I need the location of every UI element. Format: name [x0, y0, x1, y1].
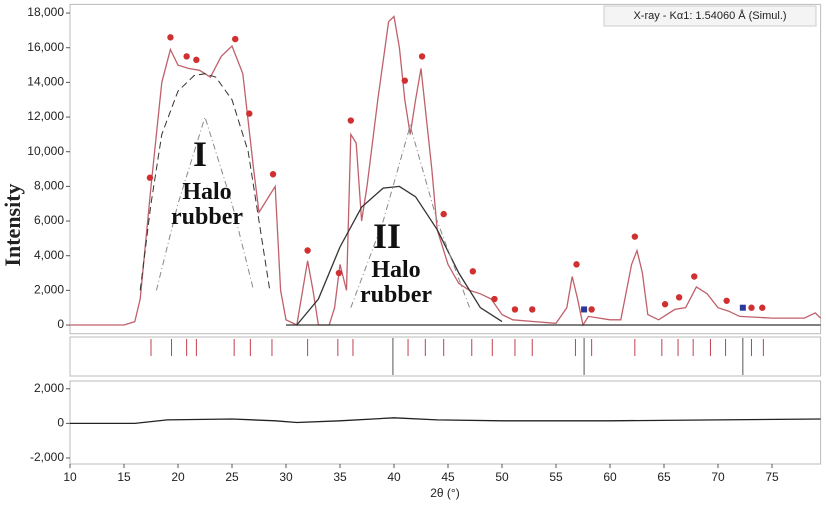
x-tick-label: 10 — [63, 470, 77, 484]
marker — [529, 306, 536, 313]
marker — [691, 273, 698, 280]
x-tick-label: 70 — [711, 470, 725, 484]
marker — [304, 247, 311, 254]
annotation: II — [373, 216, 402, 256]
marker — [759, 304, 766, 311]
y-tick-label: 4,000 — [34, 248, 64, 262]
marker — [581, 306, 588, 313]
marker — [167, 34, 174, 41]
data-line — [350, 123, 471, 308]
marker — [491, 295, 498, 303]
y-tick-label: 2,000 — [34, 381, 64, 395]
subtitle: X-ray - Kα1: 1.54060 Å (Simul.) — [633, 9, 786, 22]
panel-frame — [69, 380, 822, 465]
x-tick-label: 45 — [441, 470, 455, 484]
marker — [347, 117, 354, 124]
x-tick-label: 55 — [549, 470, 563, 484]
marker — [661, 301, 669, 308]
marker — [469, 268, 477, 275]
marker — [440, 210, 447, 218]
x-tick-label: 30 — [279, 470, 293, 484]
data-line — [155, 115, 255, 291]
marker — [183, 53, 190, 60]
x-tick-label: 50 — [495, 470, 509, 484]
marker — [146, 174, 154, 181]
marker — [401, 77, 408, 84]
subtitle-box — [603, 5, 817, 27]
marker — [193, 56, 200, 64]
panel-frame — [69, 3, 822, 335]
y-tick-label: 12,000 — [27, 109, 64, 123]
data-line — [70, 417, 821, 425]
marker — [588, 306, 595, 313]
marker — [511, 306, 519, 313]
x-axis-label: 2θ (°) — [430, 486, 459, 500]
data-line — [70, 15, 822, 327]
annotation: Halo rubber — [360, 257, 432, 309]
data-line — [139, 73, 271, 291]
marker — [418, 53, 426, 60]
y-axis-label: Intensity — [0, 183, 25, 266]
annotation: I — [193, 134, 208, 174]
y-tick-label: 0 — [57, 317, 64, 331]
y-tick-label: 16,000 — [27, 40, 64, 54]
marker — [631, 233, 639, 240]
marker — [269, 171, 277, 178]
marker — [232, 35, 239, 43]
x-tick-label: 65 — [657, 470, 671, 484]
y-tick-label: 10,000 — [27, 144, 64, 158]
y-tick-label: -2,000 — [30, 450, 64, 464]
data-line — [296, 185, 503, 326]
y-tick-label: 18,000 — [27, 5, 64, 19]
y-tick-label: 14,000 — [27, 75, 64, 89]
marker — [335, 269, 343, 277]
y-tick-label: 0 — [57, 416, 64, 430]
marker — [739, 304, 746, 311]
x-tick-label: 25 — [225, 470, 239, 484]
x-tick-label: 15 — [117, 470, 131, 484]
y-tick-label: 6,000 — [34, 213, 64, 227]
annotation: Halo rubber — [171, 179, 243, 231]
y-tick-label: 8,000 — [34, 179, 64, 193]
y-tick-label: 2,000 — [34, 283, 64, 297]
marker — [723, 297, 730, 304]
x-tick-label: 20 — [171, 470, 185, 484]
x-tick-label: 40 — [387, 470, 401, 484]
x-tick-label: 60 — [603, 470, 617, 484]
marker — [675, 294, 683, 301]
x-tick-label: 75 — [765, 470, 779, 484]
marker — [573, 261, 580, 268]
x-tick-label: 35 — [333, 470, 347, 484]
marker — [748, 304, 755, 311]
marker — [246, 110, 253, 117]
panel-frame — [69, 336, 822, 377]
